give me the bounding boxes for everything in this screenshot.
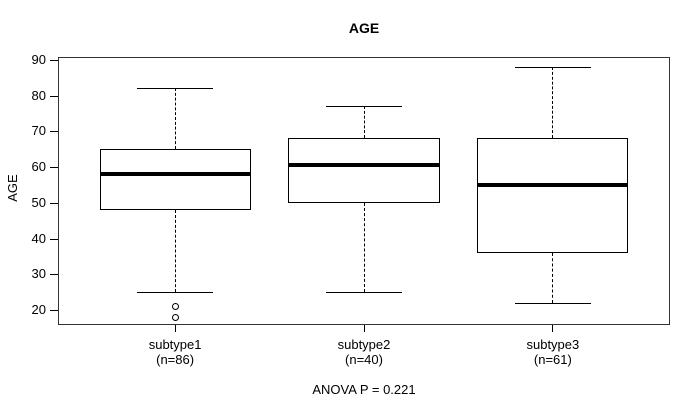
x-category-label-group: subtype3 (n=61): [478, 337, 628, 367]
median-line: [288, 163, 440, 168]
x-tick: [174, 325, 176, 332]
anova-annotation: ANOVA P = 0.221: [312, 382, 416, 397]
x-tick: [552, 325, 554, 332]
y-tick: [50, 274, 58, 276]
y-tick-label: 40: [31, 230, 46, 246]
y-tick-label: 30: [31, 266, 46, 282]
whisker-lower-line: [363, 202, 365, 293]
y-tick-label: 60: [31, 159, 46, 175]
whisker-upper-cap: [137, 88, 213, 90]
median-line: [477, 182, 629, 187]
x-category-sublabel: (n=40): [345, 352, 383, 367]
whisker-upper-line: [552, 67, 554, 139]
y-tick-label: 50: [31, 194, 46, 210]
whisker-upper-line: [174, 88, 176, 150]
x-category-sublabel: (n=86): [156, 352, 195, 367]
y-tick: [50, 59, 58, 61]
whisker-lower-cap: [515, 302, 591, 304]
y-tick: [50, 309, 58, 311]
median-line: [99, 172, 251, 177]
box-iqr: [288, 138, 440, 203]
x-tick: [363, 325, 365, 332]
outlier-point: [171, 302, 179, 310]
whisker-lower-line: [552, 252, 554, 303]
chart-title: AGE: [348, 20, 380, 36]
x-category-label: subtype1: [148, 337, 202, 352]
y-tick: [50, 95, 58, 97]
y-tick-label: 90: [31, 51, 46, 67]
whisker-lower-cap: [326, 292, 402, 294]
whisker-upper-cap: [515, 67, 591, 68]
y-tick-label: 70: [31, 123, 46, 139]
x-category-label-group: subtype1 (n=86): [100, 337, 250, 367]
y-tick-label: 80: [31, 87, 46, 103]
x-category-label: subtype2: [337, 337, 391, 352]
y-tick: [50, 202, 58, 204]
x-category-label: subtype3: [526, 337, 580, 352]
outlier-point: [171, 313, 179, 321]
whisker-lower-line: [174, 209, 176, 293]
y-tick: [50, 131, 58, 133]
y-tick: [50, 167, 58, 169]
box-iqr: [477, 138, 629, 253]
x-category-label-group: subtype2 (n=40): [289, 337, 439, 367]
y-tick: [50, 238, 58, 240]
whisker-upper-line: [363, 106, 365, 139]
y-tick-label: 20: [31, 301, 46, 317]
whisker-upper-cap: [326, 106, 402, 108]
whisker-lower-cap: [137, 292, 213, 294]
box-iqr: [99, 149, 251, 210]
x-category-sublabel: (n=61): [533, 352, 572, 367]
